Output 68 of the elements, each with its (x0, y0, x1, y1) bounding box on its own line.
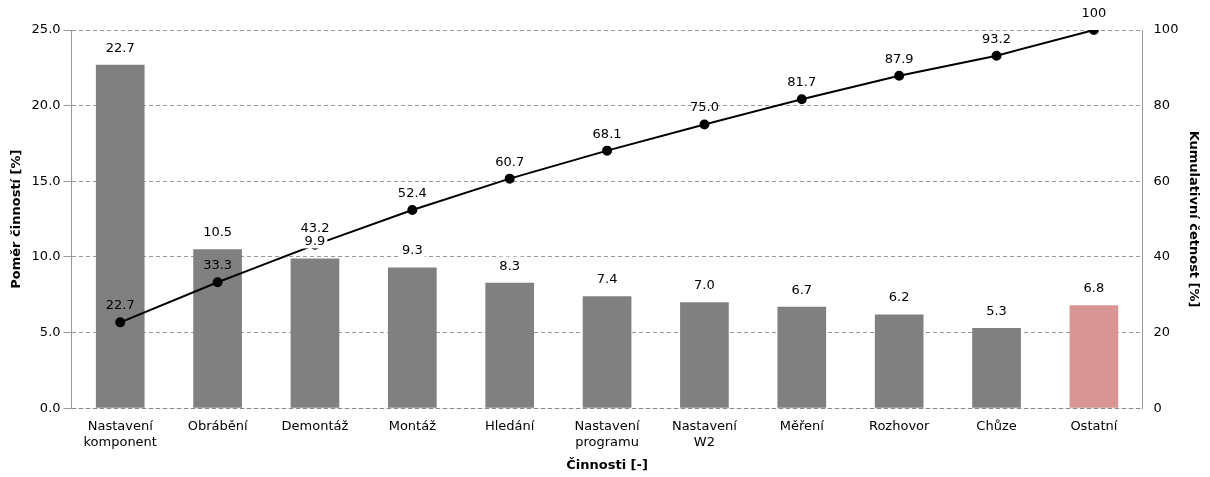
bar (387, 267, 437, 408)
y2-tick-label: 80 (1153, 97, 1171, 113)
y2-tick-label: 60 (1153, 172, 1171, 188)
data-label: 22.7 (105, 39, 135, 55)
point (991, 50, 1002, 61)
y2-tick-label: 20 (1153, 323, 1171, 339)
x-tick-label: Obrábění (187, 418, 248, 434)
bar (582, 296, 632, 408)
y2-tick-label: 0 (1153, 399, 1162, 415)
y-axis-title: Poměr činností [%] (8, 149, 24, 289)
point (407, 205, 418, 216)
data-label: 5.3 (986, 302, 1007, 318)
data-label: 87.9 (884, 50, 914, 66)
bar (777, 306, 827, 408)
point (699, 119, 710, 130)
x-tick-label: Hledání (484, 418, 535, 434)
y-tick-label: 15.0 (31, 172, 61, 188)
x-tick-label: Nastavení komponent (83, 418, 157, 449)
y-tick-label: 25.0 (31, 21, 61, 37)
y-tick-label: 10.0 (31, 248, 61, 264)
x-tick-label: Ostatní (1070, 418, 1118, 434)
bar (193, 249, 242, 408)
y2-tick-label: 100 (1153, 21, 1179, 37)
data-label: 60.7 (495, 153, 525, 169)
y-tick-label: 5.0 (39, 323, 61, 339)
x-tick-label: Demontáž (281, 418, 349, 434)
point (796, 94, 807, 105)
point (115, 317, 126, 328)
data-label: 100 (1081, 4, 1107, 20)
data-label: 10.5 (203, 224, 233, 240)
data-label: 6.2 (888, 289, 910, 305)
data-label: 43.2 (300, 219, 330, 235)
bar (972, 328, 1021, 408)
data-label: 9.3 (401, 242, 423, 258)
bar (1069, 305, 1119, 408)
data-label: 6.7 (791, 281, 813, 297)
data-label: 81.7 (787, 74, 817, 90)
data-label: 68.1 (592, 125, 622, 141)
data-label: 22.7 (105, 297, 135, 313)
x-tick-label: Chůze (976, 418, 1017, 434)
y2-tick-label: 40 (1153, 248, 1171, 264)
bar (485, 282, 535, 408)
x-tick-label: Nastavení W2 (671, 418, 738, 449)
point (894, 70, 905, 81)
x-axis-title: Činnosti [-] (566, 456, 648, 472)
bar (95, 64, 145, 408)
data-label: 52.4 (397, 184, 427, 200)
y-tick-label: 20.0 (31, 97, 61, 113)
point (602, 145, 613, 156)
data-label: 8.3 (499, 257, 521, 273)
x-tick-label: Montáž (388, 418, 437, 434)
bar (290, 258, 340, 408)
data-label: 93.2 (982, 30, 1012, 46)
bar (874, 314, 924, 408)
x-tick-label: Nastavení programu (574, 418, 640, 449)
data-label: 6.8 (1083, 280, 1105, 296)
y-tick-label: 0.0 (39, 399, 61, 415)
y2-axis-title: Kumulativní četnost [%] (1186, 130, 1202, 308)
data-label: 7.0 (694, 277, 715, 293)
data-label: 7.4 (596, 271, 618, 287)
data-label: 75.0 (689, 99, 719, 115)
data-label: 9.9 (304, 233, 326, 249)
bar (680, 302, 729, 408)
data-label: 33.3 (203, 257, 233, 273)
x-tick-label: Rozhovor (868, 418, 931, 434)
point (212, 277, 223, 288)
x-tick-label: Měření (779, 418, 825, 434)
point (504, 173, 515, 184)
